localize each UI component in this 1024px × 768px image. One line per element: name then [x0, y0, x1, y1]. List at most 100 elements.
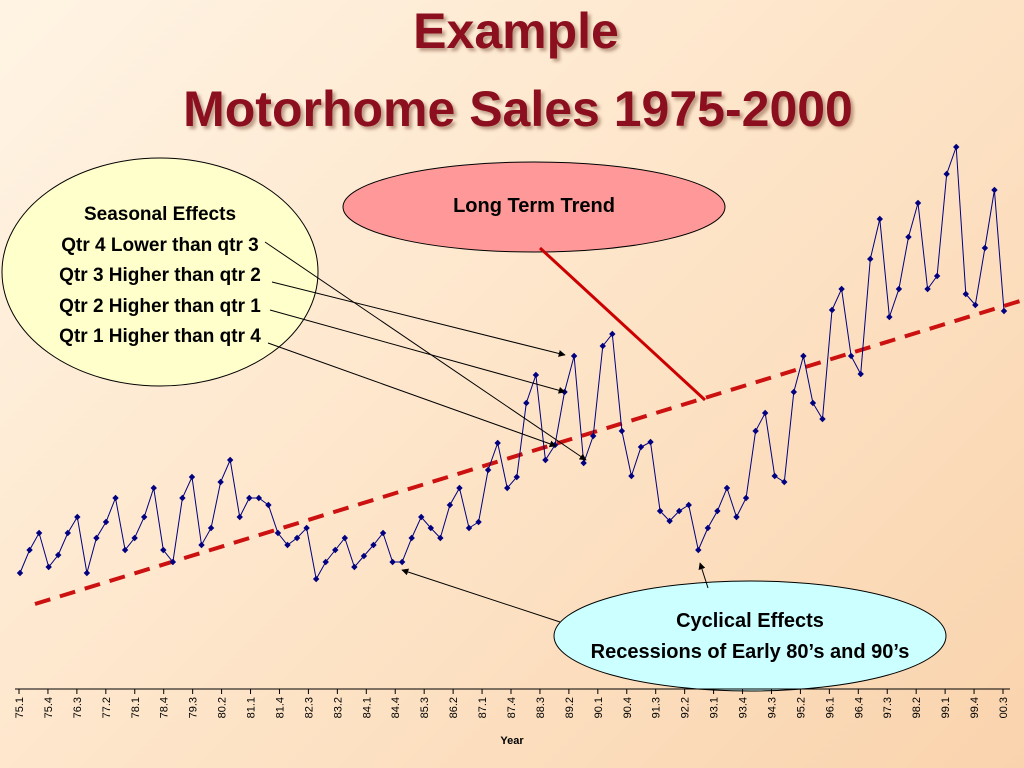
- cyclical-effects-text: Cyclical Effects Recessions of Early 80’…: [558, 606, 942, 668]
- data-point: [140, 513, 148, 521]
- data-point: [246, 494, 253, 502]
- data-point: [398, 558, 406, 566]
- long-term-trend-pointer: [538, 246, 707, 402]
- data-point: [647, 438, 654, 446]
- data-point: [64, 529, 71, 537]
- data-point: [93, 534, 100, 542]
- data-point: [809, 399, 817, 407]
- data-point: [867, 255, 874, 263]
- data-point: [437, 534, 444, 542]
- data-point: [943, 170, 950, 178]
- seasonal-heading: Seasonal Effects: [83, 204, 237, 225]
- cyclical-arrow-90s: [698, 562, 709, 589]
- data-point: [217, 478, 224, 486]
- x-tick-label: 88.3: [535, 697, 547, 718]
- data-point: [847, 352, 855, 360]
- data-point: [781, 478, 788, 486]
- data-point: [188, 473, 196, 481]
- x-tick-label: 79.3: [188, 697, 200, 718]
- x-tick-label: 90.4: [622, 697, 634, 718]
- data-point: [714, 507, 721, 515]
- data-point: [255, 494, 263, 502]
- data-point: [972, 301, 979, 309]
- data-point: [895, 285, 903, 293]
- data-point: [953, 143, 960, 151]
- x-tick-label: 81.4: [274, 697, 286, 718]
- x-tick-label: 78.4: [159, 697, 171, 718]
- cyclical-arrow-80s: [401, 568, 561, 623]
- data-point: [752, 427, 759, 435]
- x-tick-label: 90.1: [593, 697, 605, 718]
- data-point: [169, 558, 177, 566]
- x-tick-label: 98.2: [911, 697, 923, 718]
- data-point: [207, 524, 215, 532]
- data-point: [236, 513, 243, 521]
- cyclical-heading: Cyclical Effects: [676, 610, 824, 632]
- data-point: [226, 456, 234, 464]
- data-point: [828, 306, 836, 314]
- data-point: [914, 199, 922, 207]
- data-point: [150, 484, 157, 492]
- data-point: [924, 285, 931, 293]
- data-point: [838, 285, 845, 293]
- x-tick-label: 86.2: [448, 697, 460, 718]
- cyclical-effects-ellipse: [553, 580, 947, 692]
- x-tick-label: 93.1: [709, 697, 721, 718]
- data-point: [427, 524, 434, 532]
- data-point: [723, 484, 731, 492]
- data-point: [656, 507, 664, 515]
- data-point: [790, 388, 798, 396]
- seasonal-item: Qtr 3 Higher than qtr 2: [59, 265, 261, 286]
- x-tick-label: 78.1: [130, 697, 142, 718]
- x-tick-label: 93.4: [738, 697, 750, 718]
- data-point: [704, 524, 712, 532]
- data-point: [112, 494, 119, 502]
- x-axis-title: Year: [500, 735, 524, 747]
- data-point: [542, 456, 549, 464]
- seasonal-arrow-qtr3: [271, 281, 566, 357]
- seasonal-arrow-qtr2: [269, 309, 566, 394]
- data-point: [599, 342, 606, 350]
- seasonal-item: Qtr 1 Higher than qtr 4: [59, 326, 261, 347]
- data-point: [121, 546, 129, 554]
- long-term-trend-ellipse: [342, 161, 726, 253]
- data-point: [886, 313, 893, 321]
- sales-series-line: [19, 146, 1005, 581]
- x-tick-label: 87.4: [506, 697, 518, 718]
- data-point: [590, 432, 597, 440]
- x-tick-label: 83.2: [332, 697, 344, 718]
- data-point: [198, 541, 205, 549]
- data-point: [532, 371, 540, 379]
- x-tick-label: 89.2: [564, 697, 576, 718]
- data-point: [981, 244, 989, 252]
- data-point: [484, 466, 492, 474]
- cyclical-subheading: Recessions of Early 80’s and 90’s: [590, 641, 910, 663]
- data-point: [284, 541, 291, 549]
- data-point: [83, 569, 91, 577]
- data-point: [45, 563, 52, 571]
- data-point: [685, 501, 692, 509]
- data-point: [513, 473, 520, 481]
- data-point: [857, 370, 864, 378]
- sales-series-points: [16, 143, 1008, 583]
- data-point: [265, 501, 272, 509]
- x-tick-label: 99.1: [940, 697, 952, 718]
- long-term-trend-label: Long Term Trend: [453, 195, 615, 217]
- data-point: [332, 546, 339, 554]
- data-point: [160, 546, 167, 554]
- data-point: [666, 517, 673, 525]
- seasonal-effects-text: Seasonal Effects Qtr 4 Lower than qtr 3 …: [10, 200, 310, 353]
- seasonal-item: Qtr 2 Higher than qtr 1: [59, 295, 261, 317]
- x-tick-label: 82.3: [303, 697, 315, 718]
- data-point: [360, 552, 368, 560]
- data-point: [504, 484, 511, 492]
- data-point: [446, 501, 454, 509]
- data-point: [35, 529, 43, 537]
- data-point: [465, 524, 473, 532]
- data-point: [274, 529, 282, 537]
- data-point: [55, 551, 62, 559]
- data-point: [494, 439, 501, 447]
- data-point: [379, 529, 387, 537]
- data-point: [523, 399, 530, 407]
- data-point: [389, 558, 396, 566]
